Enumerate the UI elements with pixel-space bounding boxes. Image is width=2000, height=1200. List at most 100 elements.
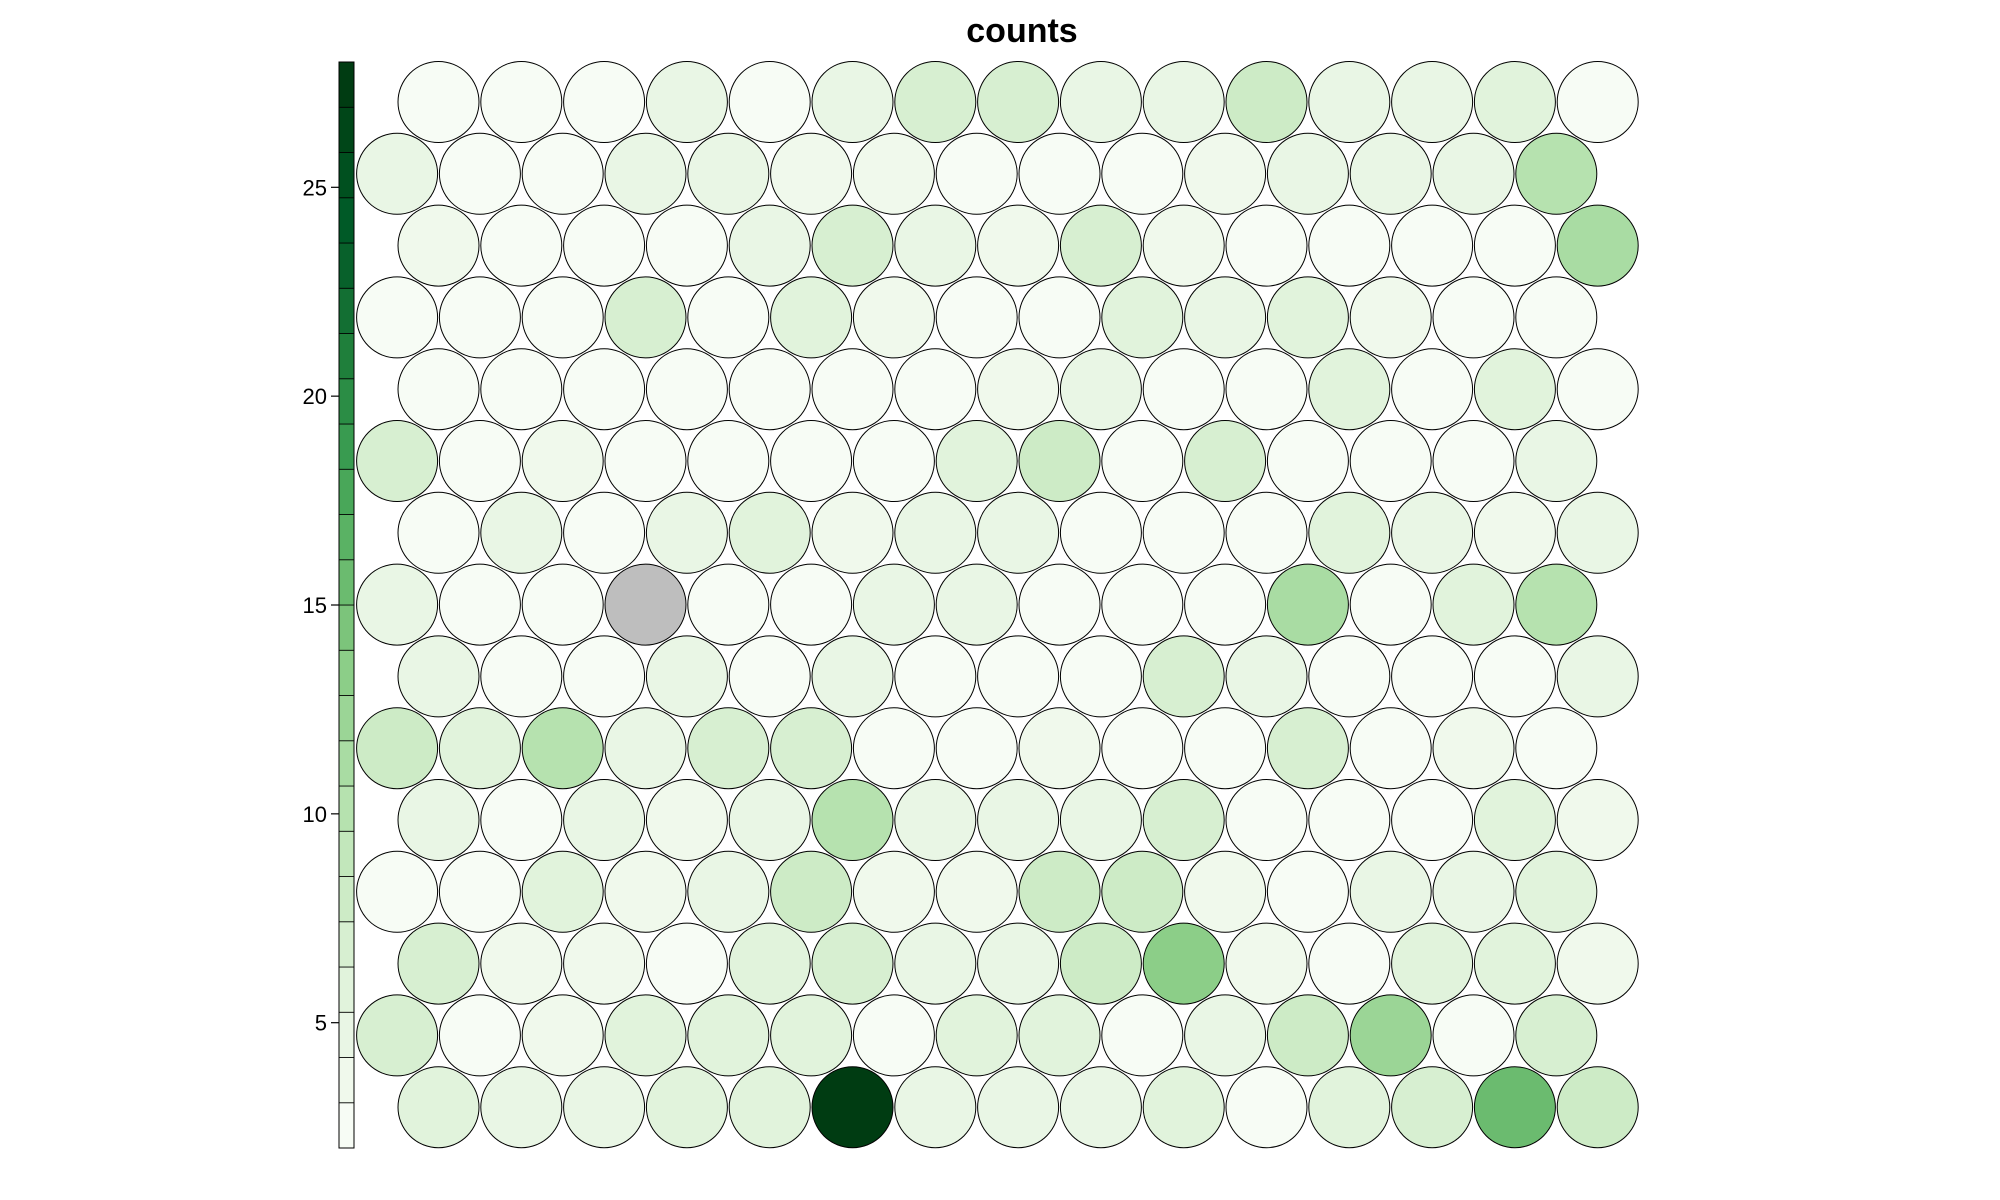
hex-cell xyxy=(1018,420,1101,502)
hex-cell xyxy=(1556,635,1639,718)
hex-cell xyxy=(563,61,646,143)
hex-cell xyxy=(1432,563,1515,646)
hex-cell xyxy=(438,276,521,359)
hex-cell xyxy=(1225,348,1308,431)
hex-cell xyxy=(935,276,1018,359)
hex-cell xyxy=(977,1066,1060,1149)
hex-cell xyxy=(935,563,1018,646)
hex-cell xyxy=(480,1066,563,1149)
hex-cell xyxy=(770,994,853,1077)
hex-cell xyxy=(1556,1066,1639,1149)
hex-cell xyxy=(1515,850,1598,933)
hex-cell xyxy=(1349,707,1432,790)
hex-cell xyxy=(852,707,935,790)
hex-cell xyxy=(728,491,811,574)
colorbar-segment xyxy=(338,921,355,968)
hex-cell xyxy=(687,420,770,502)
hex-cell xyxy=(604,850,687,933)
hex-cell xyxy=(977,635,1060,718)
hex-cell xyxy=(1391,922,1474,1005)
colorbar-segment xyxy=(338,604,355,651)
hex-cell xyxy=(397,779,480,861)
hex-cell xyxy=(1142,1066,1225,1149)
hex-cell xyxy=(1059,204,1142,287)
hex-cell xyxy=(645,779,728,861)
hex-cell xyxy=(356,132,439,215)
hex-cell xyxy=(977,491,1060,574)
hex-cell xyxy=(770,707,853,790)
hex-cell xyxy=(687,132,770,215)
colorbar-segment xyxy=(338,242,355,289)
hex-cell xyxy=(1225,1066,1308,1149)
hex-cell xyxy=(1142,204,1225,287)
hex-cell xyxy=(356,850,439,933)
hex-cell xyxy=(852,563,935,646)
hex-cell xyxy=(1101,276,1184,359)
hex-cell xyxy=(894,922,977,1005)
hex-cell xyxy=(1473,922,1556,1005)
hex-cell xyxy=(480,348,563,431)
hex-cell xyxy=(1266,420,1349,502)
hex-cell xyxy=(687,276,770,359)
hex-cell xyxy=(1473,1066,1556,1149)
hex-cell xyxy=(1556,204,1639,287)
hex-cell xyxy=(563,1066,646,1149)
hex-cell xyxy=(1059,779,1142,861)
colorbar-segment xyxy=(338,1057,355,1104)
hex-cell xyxy=(604,994,687,1077)
hex-cell xyxy=(894,491,977,574)
hex-cell xyxy=(1142,922,1225,1005)
hex-cell xyxy=(977,348,1060,431)
hex-cell xyxy=(604,132,687,215)
hex-cell xyxy=(1556,491,1639,574)
colorbar-segment xyxy=(338,785,355,832)
hex-cell xyxy=(1308,348,1391,431)
hex-cell xyxy=(1515,563,1598,646)
hex-cell xyxy=(687,994,770,1077)
colorbar-segment xyxy=(338,695,355,742)
hex-cell xyxy=(852,132,935,215)
hex-cell xyxy=(1391,348,1474,431)
hex-cell xyxy=(521,563,604,646)
hex-cell xyxy=(1266,707,1349,790)
hex-cell xyxy=(1266,994,1349,1077)
colorbar-tick-label: 25 xyxy=(303,175,327,200)
hex-cell xyxy=(1059,635,1142,718)
hex-cell xyxy=(687,850,770,933)
hex-cell xyxy=(1515,994,1598,1077)
hex-cell xyxy=(1142,491,1225,574)
colorbar: 5 10 15 20 25 xyxy=(303,61,355,1149)
hex-cell xyxy=(1349,276,1432,359)
hex-cell xyxy=(728,779,811,861)
hex-cell xyxy=(977,779,1060,861)
hex-cell xyxy=(480,635,563,718)
hex-cell xyxy=(397,61,480,143)
hex-cell xyxy=(1308,61,1391,143)
hex-cell xyxy=(811,348,894,431)
hex-cell xyxy=(645,348,728,431)
hex-cell xyxy=(1225,635,1308,718)
hex-cell xyxy=(397,348,480,431)
hex-cell xyxy=(1391,779,1474,861)
hex-cell xyxy=(645,922,728,1005)
colorbar-segment xyxy=(338,106,355,153)
hex-cell xyxy=(1059,491,1142,574)
hex-cell xyxy=(852,994,935,1077)
hex-cell xyxy=(894,635,977,718)
hex-cell xyxy=(604,707,687,790)
hex-cell xyxy=(521,850,604,933)
hex-cell xyxy=(397,491,480,574)
hex-cell xyxy=(1184,707,1267,790)
colorbar-tick-label: 10 xyxy=(303,802,327,827)
hex-cell xyxy=(1184,420,1267,502)
hex-cell xyxy=(604,420,687,502)
hex-cell xyxy=(1556,922,1639,1005)
colorbar-tick-label: 15 xyxy=(303,593,327,618)
hex-cell xyxy=(770,850,853,933)
colorbar-segment xyxy=(338,197,355,244)
hex-cell xyxy=(1391,1066,1474,1149)
hex-cell xyxy=(1101,707,1184,790)
hex-cell xyxy=(521,276,604,359)
hex-cell xyxy=(1515,420,1598,502)
